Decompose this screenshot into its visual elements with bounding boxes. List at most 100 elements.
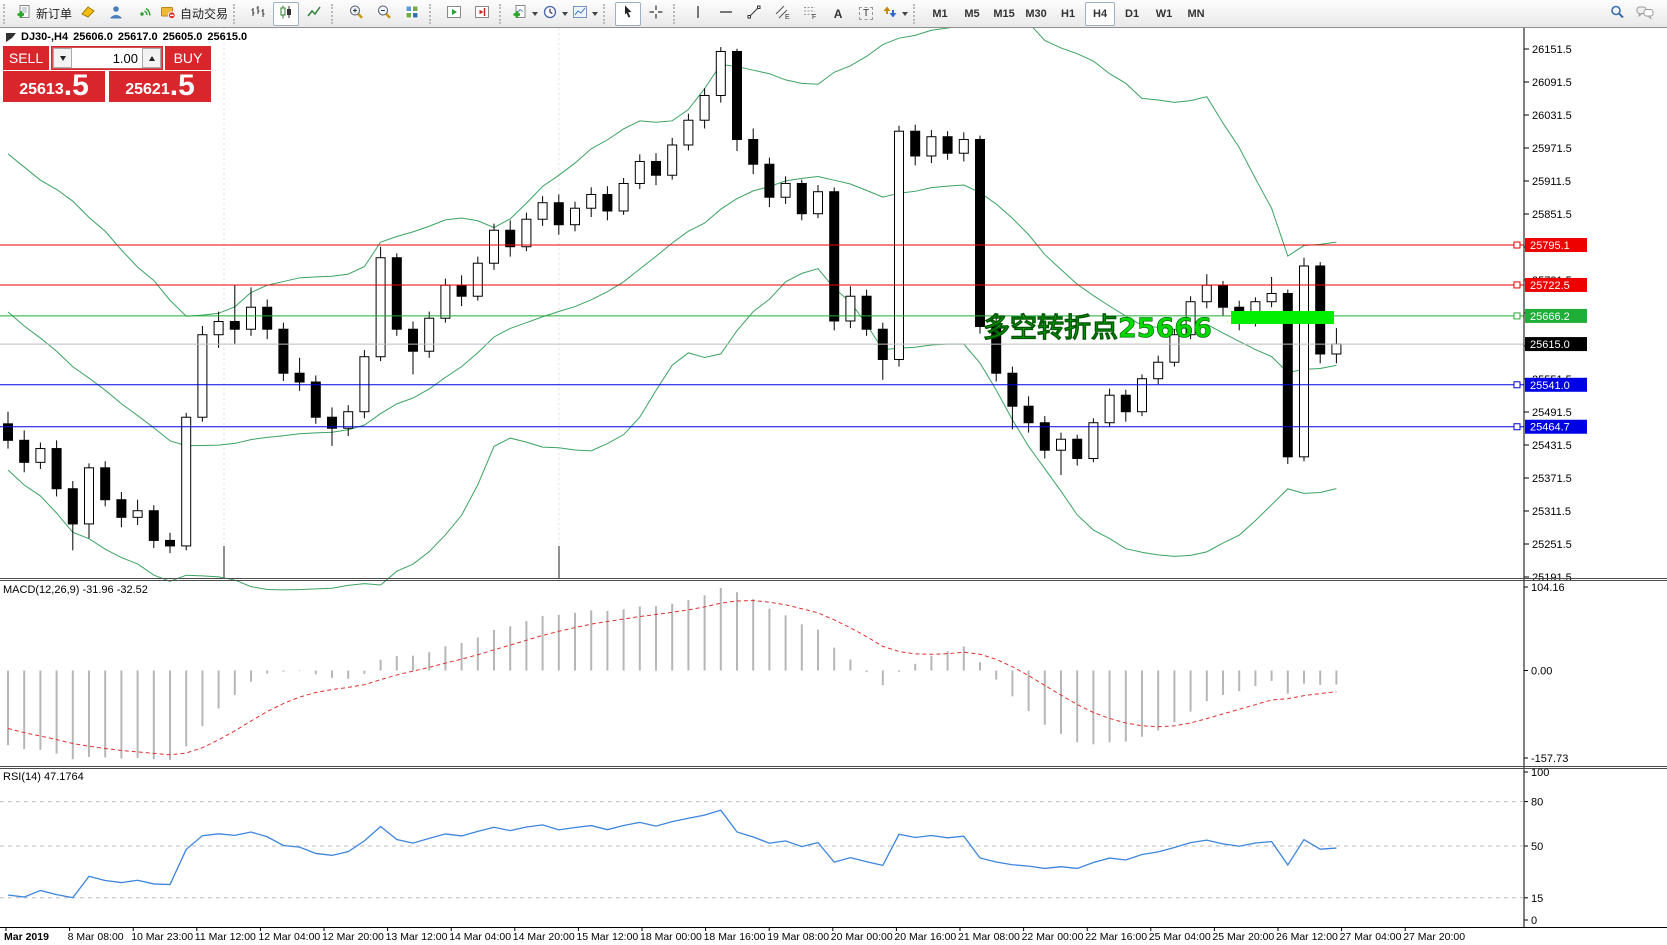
candle-body <box>667 144 678 176</box>
text-button[interactable]: A <box>825 2 851 26</box>
candle-body <box>391 257 402 330</box>
time-tick-label: 20 Mar 16:00 <box>894 931 956 943</box>
chart-shift-button[interactable] <box>469 2 495 26</box>
new-order-button[interactable]: 新订单 <box>15 2 73 26</box>
periods-button[interactable] <box>541 2 569 26</box>
templates-button[interactable] <box>571 2 599 26</box>
crosshair-button[interactable] <box>643 2 669 26</box>
candle-body <box>1039 422 1050 451</box>
text-label-button[interactable]: T <box>853 2 879 26</box>
candle-body <box>262 306 273 330</box>
price-tick-label: 25851.5 <box>1532 209 1572 221</box>
hline-marker <box>1513 281 1521 289</box>
time-tick-label: 12 Mar 04:00 <box>258 931 320 943</box>
candle-body <box>764 163 775 198</box>
crosshair-icon <box>648 4 664 23</box>
candle-body <box>829 191 840 322</box>
autoscroll-button[interactable] <box>441 2 467 26</box>
chart-annotation-text: 多空转折点25666 <box>983 312 1212 344</box>
time-tick-label: 13 Mar 12:00 <box>386 931 448 943</box>
timeframe-m30-button[interactable]: M30 <box>1025 7 1047 20</box>
ohlc-low: 25605.0 <box>162 31 203 43</box>
search-button[interactable] <box>1604 2 1630 26</box>
sell-price-main: 25613 <box>19 81 64 98</box>
candle-body <box>748 138 759 165</box>
candlestick-chart-button[interactable] <box>273 1 300 26</box>
rsi-axis-label: 100 <box>1531 767 1549 779</box>
candle-body <box>683 119 694 146</box>
timeframe-h1-button[interactable]: H1 <box>1061 7 1076 20</box>
fibonacci-icon: F <box>802 4 818 23</box>
candle-body <box>489 229 499 264</box>
candle-body <box>84 467 94 525</box>
candle-body <box>100 467 111 501</box>
dropdown-caret-icon <box>532 12 539 19</box>
zoom-in-button[interactable] <box>343 2 369 26</box>
timeframe-d1-button[interactable]: D1 <box>1125 7 1140 20</box>
toolbar-grip <box>913 3 920 24</box>
horizontal-line-button[interactable] <box>713 2 739 26</box>
timeframe-mn-button[interactable]: MN <box>1187 7 1205 20</box>
tile-windows-button[interactable] <box>399 2 425 26</box>
price-axis: 26151.5 26091.5 26031.5 25971.5 25911.5 25851… <box>1523 28 1587 927</box>
signals-button[interactable] <box>131 2 157 26</box>
buy-button[interactable]: BUY <box>165 46 211 70</box>
chat-button[interactable] <box>1632 2 1658 26</box>
indicators-button[interactable] <box>511 2 539 26</box>
fibonacci-button[interactable]: F <box>797 2 823 26</box>
zoom-out-button[interactable] <box>371 2 397 26</box>
chart-shift-icon <box>474 4 490 23</box>
horizontal-line-icon <box>718 4 734 23</box>
cursor-button[interactable] <box>615 1 642 26</box>
cursor-arrow-icon <box>620 4 636 23</box>
rsi-axis-label: 15 <box>1531 893 1543 905</box>
trendline-button[interactable] <box>741 2 767 26</box>
candle-body <box>1218 284 1228 308</box>
timeframe-m1-button[interactable]: M1 <box>932 7 948 20</box>
price-tick-label: 25911.5 <box>1532 176 1571 188</box>
volume-decrease-button[interactable] <box>53 48 72 68</box>
sell-price-button[interactable]: 25613.5 <box>3 71 105 102</box>
ohlc-high: 25617.0 <box>117 31 158 43</box>
candle-body <box>343 411 354 429</box>
sell-button[interactable]: SELL <box>3 46 49 70</box>
signal-waves-icon <box>136 4 152 23</box>
template-icon <box>572 4 588 23</box>
dropdown-caret-icon <box>562 12 569 19</box>
volume-input[interactable] <box>72 48 142 68</box>
candle-body <box>1137 378 1147 413</box>
dropdown-caret-icon <box>902 12 909 19</box>
price-tick-label: 26091.5 <box>1532 77 1572 89</box>
timeframe-m15-button[interactable]: M15 <box>993 7 1015 20</box>
macd-axis-label: 0.00 <box>1531 666 1552 678</box>
arrows-button[interactable] <box>881 2 909 26</box>
candle-body <box>537 202 548 220</box>
price-badge <box>1525 277 1587 292</box>
community-button[interactable] <box>103 2 129 26</box>
volume-increase-button[interactable] <box>142 48 161 68</box>
bar-chart-button[interactable] <box>245 2 271 26</box>
buy-price-button[interactable]: 25621.5 <box>109 71 211 102</box>
toolbar-grip <box>331 3 338 24</box>
line-chart-icon <box>306 4 322 23</box>
price-badge <box>1525 337 1587 352</box>
candle-body <box>910 130 921 157</box>
vertical-line-button[interactable] <box>685 2 711 26</box>
candle-body <box>1282 292 1293 458</box>
metaeditor-button[interactable] <box>75 2 101 26</box>
price-tick-label: 25251.5 <box>1532 539 1572 551</box>
toolbar-grip <box>233 3 240 24</box>
candle-body <box>651 160 661 176</box>
hline-marker <box>1513 312 1521 320</box>
timeframe-w1-button[interactable]: W1 <box>1155 7 1173 20</box>
ohlc-close: 25615.0 <box>207 31 248 43</box>
line-chart-button[interactable] <box>301 2 327 26</box>
macd-pane: MACD(12,26,9) -31.96 -32.52 104.16 0.00 -15… <box>3 582 1568 765</box>
channel-button[interactable]: E <box>769 2 795 26</box>
autotrading-button[interactable]: 自动交易 <box>159 2 229 26</box>
candle-body <box>19 439 30 463</box>
timeframe-m5-button[interactable]: M5 <box>964 7 980 20</box>
timeframe-h4-button[interactable]: H4 <box>1085 1 1116 26</box>
candle-body <box>780 182 791 198</box>
